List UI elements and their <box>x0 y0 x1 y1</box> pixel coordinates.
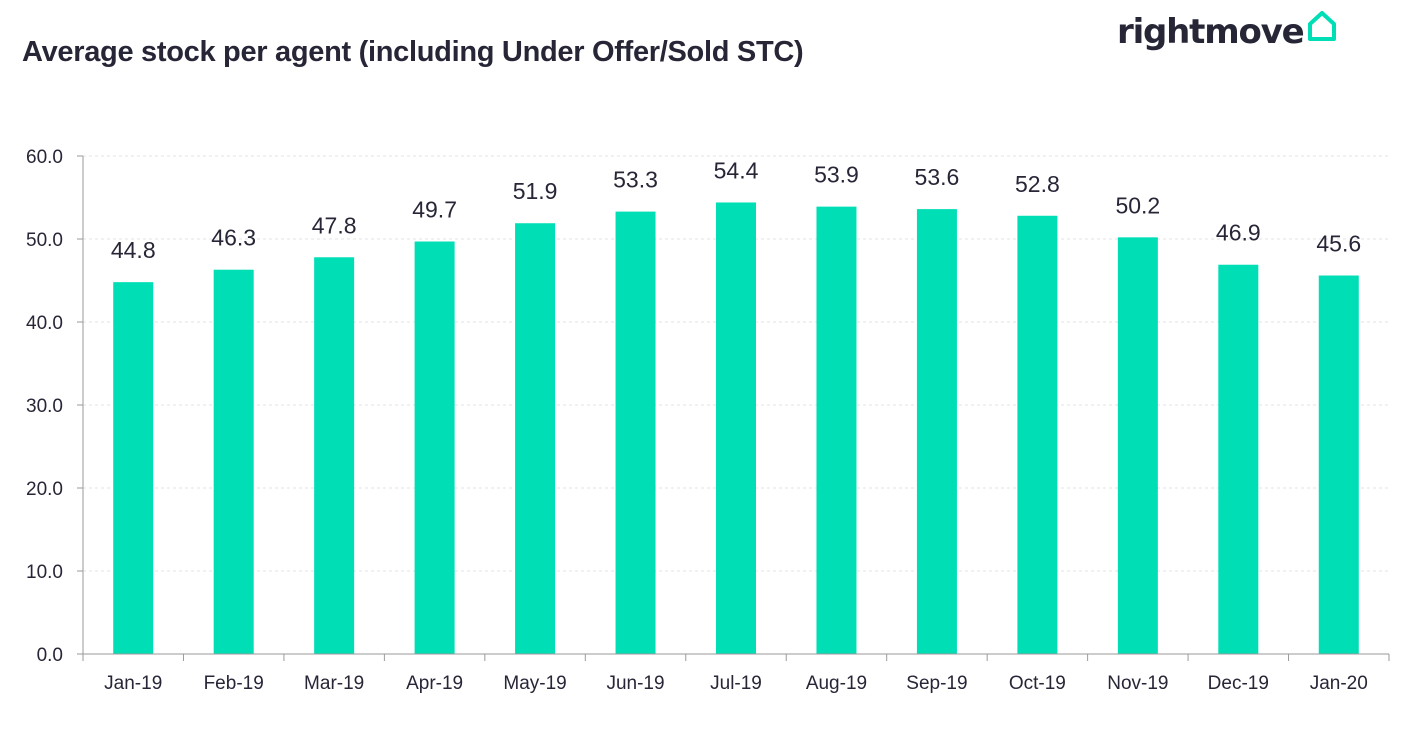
data-label: 46.3 <box>211 225 256 251</box>
bar <box>1017 215 1058 654</box>
data-label: 51.9 <box>513 178 558 204</box>
x-tick-label: Jan-19 <box>104 673 162 694</box>
bar <box>916 209 957 654</box>
x-tick-label: Dec-19 <box>1208 673 1269 694</box>
bar <box>314 257 355 654</box>
house-outline-icon <box>1306 10 1338 47</box>
x-tick-label: Apr-19 <box>406 673 463 694</box>
rightmove-logo: rightmove <box>1117 8 1338 56</box>
y-tick-label: 40.0 <box>26 313 63 334</box>
y-tick-label: 50.0 <box>26 230 63 251</box>
bar <box>816 206 857 654</box>
data-label: 53.3 <box>613 167 658 193</box>
data-label: 44.8 <box>111 237 156 263</box>
y-tick-label: 20.0 <box>26 479 63 500</box>
bar <box>113 282 154 654</box>
bar <box>615 211 656 655</box>
x-tick-label: Feb-19 <box>204 673 264 694</box>
data-label: 53.6 <box>915 164 960 190</box>
bar <box>716 202 756 655</box>
data-label: 45.6 <box>1316 231 1361 257</box>
y-tick-label: 0.0 <box>37 645 63 666</box>
y-tick-label: 10.0 <box>26 562 63 583</box>
x-tick-label: Sep-19 <box>906 673 967 694</box>
x-tick-label: Nov-19 <box>1107 673 1168 694</box>
bar <box>515 223 556 655</box>
data-label: 46.9 <box>1216 220 1261 246</box>
y-tick-label: 30.0 <box>26 396 63 417</box>
data-label: 54.4 <box>714 157 759 183</box>
data-label: 53.9 <box>814 162 859 188</box>
x-tick-label: Oct-19 <box>1009 673 1066 694</box>
x-tick-label: Jan-20 <box>1310 673 1368 694</box>
x-tick-label: Jul-19 <box>710 673 762 694</box>
x-tick-label: Aug-19 <box>806 673 867 694</box>
x-tick-label: May-19 <box>503 673 566 694</box>
y-tick-label: 60.0 <box>26 147 63 168</box>
data-label: 49.7 <box>412 196 457 222</box>
logo-text: rightmove <box>1117 12 1305 52</box>
x-tick-label: Jun-19 <box>606 673 664 694</box>
bar <box>213 269 254 654</box>
x-tick-label: Mar-19 <box>304 673 364 694</box>
bar <box>414 241 455 655</box>
bar <box>1318 275 1359 654</box>
data-label: 47.8 <box>312 212 357 238</box>
data-label: 52.8 <box>1015 171 1060 197</box>
data-label: 50.2 <box>1115 192 1160 218</box>
bar <box>1218 264 1259 654</box>
bar <box>1117 237 1158 654</box>
chart-title: Average stock per agent (including Under… <box>22 36 804 68</box>
